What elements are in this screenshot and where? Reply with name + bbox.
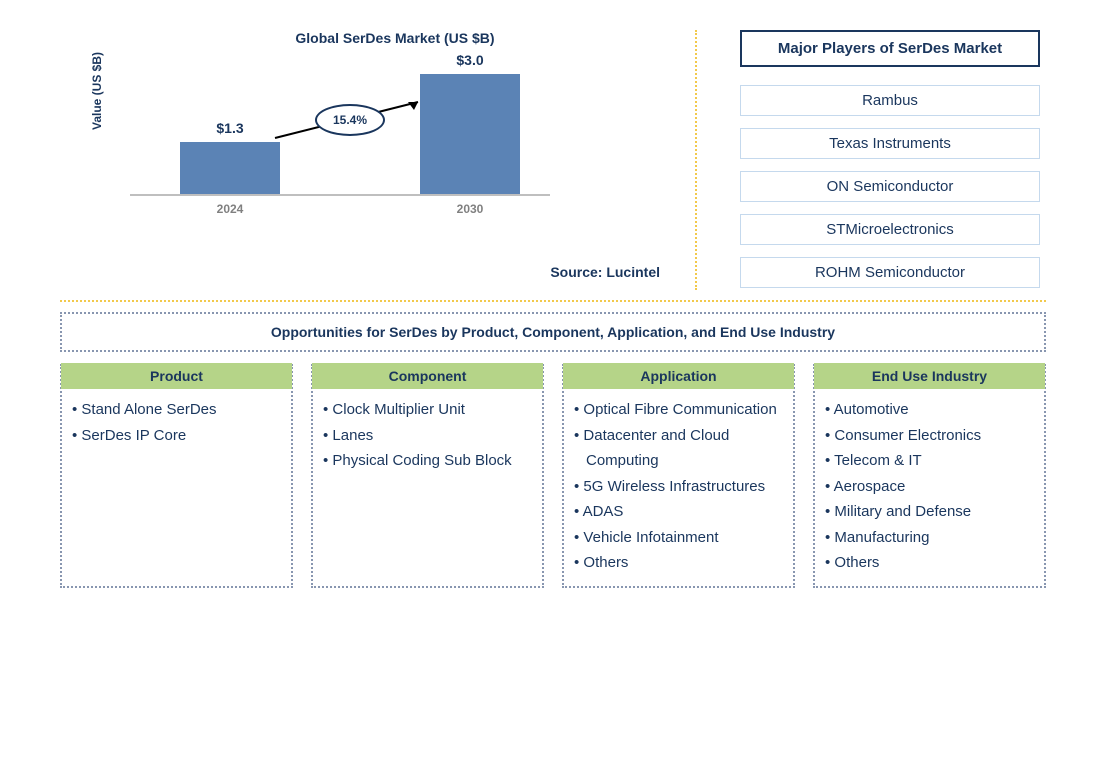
players-heading: Major Players of SerDes Market — [740, 30, 1040, 67]
x-axis-label: 2024 — [180, 202, 280, 216]
chart-bar: $1.3 — [180, 142, 280, 194]
player-item: ROHM Semiconductor — [740, 257, 1040, 288]
list-item: • Automotive — [825, 397, 1034, 423]
players-list: Rambus Texas Instruments ON Semiconductor S… — [740, 85, 1040, 288]
list-item: • Aerospace — [825, 474, 1034, 500]
bar-value-label: $3.0 — [420, 52, 520, 68]
bar-value-label: $1.3 — [180, 120, 280, 136]
y-axis-label: Value (US $B) — [90, 52, 104, 130]
opportunities-heading: Opportunities for SerDes by Product, Com… — [60, 312, 1046, 352]
opportunity-column: Component • Clock Multiplier Unit• Lanes•… — [311, 364, 544, 588]
list-item: • Manufacturing — [825, 525, 1034, 551]
column-list: • Optical Fibre Communication• Datacente… — [564, 397, 793, 576]
opportunity-column: End Use Industry • Automotive• Consumer E… — [813, 364, 1046, 588]
list-item: • Physical Coding Sub Block — [323, 448, 532, 474]
growth-rate-badge: 15.4% — [315, 104, 385, 136]
opportunity-column: Product • Stand Alone SerDes• SerDes IP C… — [60, 364, 293, 588]
chart-title: Global SerDes Market (US $B) — [60, 30, 690, 46]
chart-container: 15.4% $1.3 2024 $3.0 2030 — [130, 56, 690, 216]
list-item: • Others — [574, 550, 783, 576]
players-region: Major Players of SerDes Market Rambus Tex… — [740, 30, 1040, 300]
list-item: • Vehicle Infotainment — [574, 525, 783, 551]
source-label: Source: Lucintel — [550, 264, 660, 280]
list-item: • ADAS — [574, 499, 783, 525]
player-item: Texas Instruments — [740, 128, 1040, 159]
list-item: • Lanes — [323, 423, 532, 449]
vertical-divider — [695, 30, 697, 290]
opportunity-column: Application • Optical Fibre Communication… — [562, 364, 795, 588]
column-header: Product — [61, 363, 292, 389]
list-item: • Consumer Electronics — [825, 423, 1034, 449]
x-axis-label: 2030 — [420, 202, 520, 216]
list-item: • Military and Defense — [825, 499, 1034, 525]
player-item: Rambus — [740, 85, 1040, 116]
list-item: • Datacenter and Cloud Computing — [574, 423, 783, 474]
list-item: • 5G Wireless Infrastructures — [574, 474, 783, 500]
opportunities-columns: Product • Stand Alone SerDes• SerDes IP C… — [60, 364, 1046, 588]
list-item: • Optical Fibre Communication — [574, 397, 783, 423]
bars-area: 15.4% $1.32024$3.02030 — [130, 56, 550, 196]
chart-bar: $3.0 — [420, 74, 520, 194]
column-list: • Automotive• Consumer Electronics• Tele… — [815, 397, 1044, 576]
list-item: • Telecom & IT — [825, 448, 1034, 474]
column-list: • Clock Multiplier Unit• Lanes• Physical… — [313, 397, 542, 474]
column-list: • Stand Alone SerDes• SerDes IP Core — [62, 397, 291, 448]
bottom-section: Opportunities for SerDes by Product, Com… — [60, 312, 1046, 588]
horizontal-divider — [60, 300, 1046, 302]
player-item: STMicroelectronics — [740, 214, 1040, 245]
player-item: ON Semiconductor — [740, 171, 1040, 202]
top-section: Global SerDes Market (US $B) Value (US $… — [60, 30, 1046, 290]
growth-arrow: 15.4% — [270, 96, 430, 146]
list-item: • Stand Alone SerDes — [72, 397, 281, 423]
column-header: End Use Industry — [814, 363, 1045, 389]
column-header: Application — [563, 363, 794, 389]
chart-region: Global SerDes Market (US $B) Value (US $… — [60, 30, 690, 290]
list-item: • Others — [825, 550, 1034, 576]
list-item: • SerDes IP Core — [72, 423, 281, 449]
column-header: Component — [312, 363, 543, 389]
list-item: • Clock Multiplier Unit — [323, 397, 532, 423]
